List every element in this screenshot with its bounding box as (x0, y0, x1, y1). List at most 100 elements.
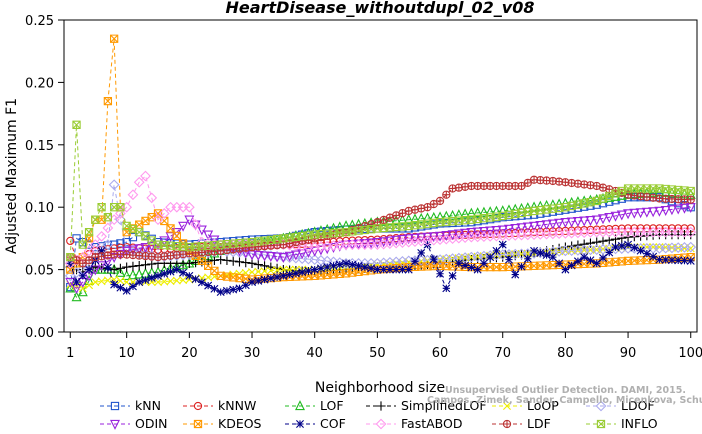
data-point-cof (279, 271, 288, 280)
legend-label: LDOF (621, 398, 655, 413)
data-point-simplifiedlof (241, 258, 251, 268)
data-point-fastabod (115, 208, 126, 219)
data-point-lof (435, 211, 446, 222)
data-point-cof (404, 265, 413, 274)
data-point-inflo (103, 213, 113, 222)
data-point-ldf (229, 245, 238, 254)
data-point-cof (316, 264, 325, 273)
legend-item-kdeos: KDEOS (183, 416, 262, 431)
data-point-knnw (66, 236, 75, 246)
data-point-lof (453, 209, 464, 220)
legend-item-fastabod: FastABOD (366, 416, 463, 431)
data-point-lof (391, 214, 402, 225)
legend-marker (193, 419, 203, 429)
y-tick-label: 0.00 (25, 326, 54, 341)
watermark-line-2: Campos, Zimek, Sander, Campello, Micenko… (427, 395, 702, 406)
data-point-odin (196, 225, 207, 236)
data-point-ldf (561, 178, 570, 187)
data-point-cof (72, 278, 81, 287)
data-point-simplifiedlof (253, 260, 263, 270)
data-point-cof (586, 256, 595, 265)
data-point-lof (503, 204, 514, 215)
data-point-cof (160, 269, 169, 278)
data-point-loop (254, 267, 263, 276)
plot-frame (63, 19, 698, 333)
legend-marker (596, 419, 606, 429)
data-point-odin (441, 231, 452, 241)
data-point-odin (510, 224, 521, 234)
data-point-ldf (398, 209, 407, 217)
data-point-ldf (567, 178, 576, 188)
data-point-loop (260, 267, 269, 276)
data-point-cof (354, 261, 363, 270)
data-point-simplifiedlof (209, 255, 220, 265)
data-point-cof (624, 240, 633, 249)
data-point-odin (278, 252, 289, 263)
data-point-ldf (548, 176, 558, 186)
data-point-odin (447, 230, 458, 241)
data-point-loop (172, 276, 181, 285)
legend-label: LOF (320, 398, 344, 413)
data-point-ldf (442, 190, 451, 199)
data-point-cof (135, 278, 144, 287)
data-point-ldf (404, 206, 413, 216)
axes-layer: 1 10 20 30 40 50 60 70 80 90 100 0.00 0.05 0.10 0.15 0.… (25, 14, 702, 361)
y-tick-label: 0.05 (25, 264, 54, 279)
data-point-cof (636, 246, 645, 255)
data-point-odin (290, 250, 301, 261)
data-point-simplifiedlof (184, 258, 194, 268)
data-point-ldf (448, 184, 457, 193)
data-point-inflo (66, 252, 75, 262)
data-point-odin (641, 207, 652, 218)
data-point-odin (648, 207, 659, 218)
legend-marker (295, 400, 305, 411)
data-point-cof (204, 281, 213, 290)
data-point-ldf (166, 251, 175, 260)
data-point-ldf (91, 252, 100, 262)
data-point-ldf (103, 251, 113, 260)
data-point-cof (417, 248, 426, 257)
data-point-simplifiedlof (216, 255, 226, 265)
data-point-simplifiedlof (140, 260, 151, 270)
data-point-ldf (454, 183, 463, 192)
data-point-simplifiedlof (617, 233, 627, 243)
data-point-lof (497, 205, 508, 216)
data-point-ldof (685, 241, 697, 253)
data-point-cof (110, 280, 119, 289)
data-point-lof (115, 266, 126, 277)
data-point-cof (599, 253, 607, 262)
data-point-odin (541, 220, 552, 231)
data-point-odin (610, 211, 621, 222)
data-point-cof (630, 243, 639, 252)
data-point-cof (385, 265, 394, 274)
data-point-cof (680, 256, 689, 265)
legend-label: INFLO (621, 416, 658, 431)
data-point-lof (409, 213, 420, 224)
series-ldf (66, 175, 695, 268)
data-point-cof (429, 255, 438, 264)
data-point-odin (679, 203, 690, 214)
data-point-lof (121, 270, 132, 280)
data-point-odin (146, 241, 157, 252)
data-point-cof (66, 259, 75, 268)
data-point-loop (179, 276, 188, 285)
data-point-lof (134, 268, 145, 279)
data-point-ldf (417, 204, 426, 213)
data-point-odin (159, 236, 170, 247)
data-point-lof (403, 213, 414, 224)
legend-item-ldf: LDF (492, 416, 551, 431)
x-tick-label: 40 (306, 346, 323, 361)
x-tick-label: 90 (620, 346, 637, 361)
data-point-odin (140, 242, 151, 253)
data-point-odin (547, 219, 558, 230)
data-point-cof (373, 265, 382, 274)
data-point-odin (272, 252, 283, 263)
legend-marker (375, 418, 387, 430)
data-point-cof (410, 257, 419, 266)
data-point-cof (197, 278, 206, 287)
data-point-odin (491, 226, 502, 236)
data-point-loop (273, 266, 282, 275)
data-point-odin (591, 215, 602, 226)
data-point-kdeos (109, 34, 119, 43)
data-point-odin (478, 227, 489, 237)
